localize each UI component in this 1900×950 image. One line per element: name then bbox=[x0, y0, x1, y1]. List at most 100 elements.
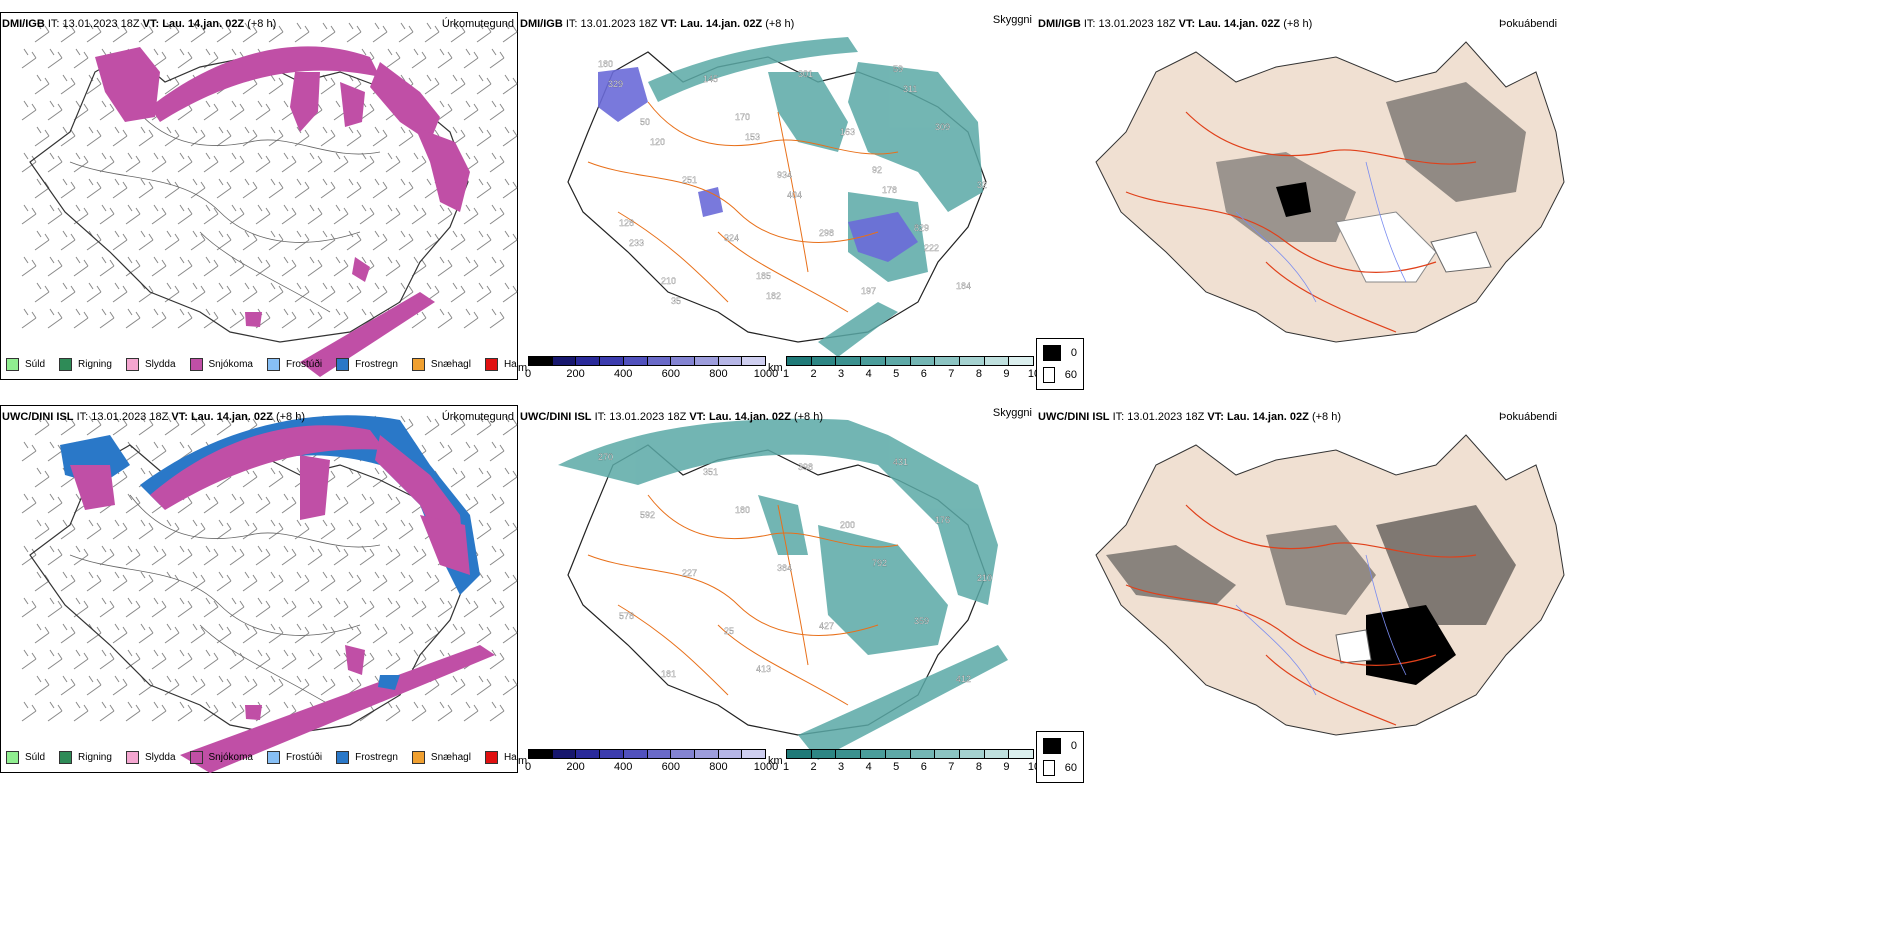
wind-barb bbox=[177, 597, 193, 618]
wind-barb bbox=[177, 649, 193, 670]
fog-colorbar-1: 0 60 bbox=[1036, 338, 1084, 390]
wind-barb bbox=[138, 415, 154, 436]
wind-barb bbox=[112, 178, 128, 199]
wind-barb bbox=[294, 230, 310, 251]
visibility-value: 163 bbox=[840, 127, 855, 137]
visibility-value: 351 bbox=[703, 467, 718, 477]
colorbar-cell bbox=[861, 750, 886, 758]
colorbar-cells bbox=[528, 356, 766, 366]
wind-barb bbox=[203, 493, 219, 514]
wind-barb bbox=[398, 519, 414, 540]
colorbar-cell bbox=[694, 357, 719, 365]
wind-barb bbox=[489, 152, 505, 173]
colorbar-tick: 1000 bbox=[753, 368, 779, 380]
wind-barb bbox=[489, 493, 505, 514]
vis-title: Skyggni bbox=[992, 407, 1032, 419]
wind-barb bbox=[99, 152, 115, 173]
wind-barb bbox=[242, 519, 258, 540]
wind-barb bbox=[190, 22, 206, 43]
wind-barb bbox=[502, 571, 518, 592]
colorbar-tick: 1000 bbox=[753, 761, 779, 773]
wind-barb bbox=[229, 701, 245, 722]
legend-label: Haglél bbox=[503, 359, 518, 370]
wind-barb bbox=[112, 623, 128, 644]
wind-barb bbox=[320, 282, 336, 303]
wind-barb bbox=[333, 256, 349, 277]
wind-barb bbox=[385, 701, 401, 722]
colorbar-tick: 600 bbox=[661, 368, 680, 380]
wind-barb bbox=[21, 308, 37, 329]
visibility-value: 153 bbox=[745, 132, 760, 142]
wind-barb bbox=[385, 48, 401, 69]
wind-barb bbox=[138, 178, 154, 199]
wind-barb bbox=[86, 675, 102, 696]
precip-title: Úrkomutegund bbox=[441, 411, 514, 423]
wind-barb bbox=[190, 571, 206, 592]
wind-barb bbox=[177, 308, 193, 329]
wind-barb bbox=[268, 22, 284, 43]
wind-barb bbox=[216, 22, 232, 43]
visibility-value: 176 bbox=[935, 515, 950, 525]
wind-barb bbox=[190, 230, 206, 251]
wind-barb bbox=[125, 649, 141, 670]
wind-barb bbox=[502, 22, 518, 43]
wind-barb bbox=[489, 100, 505, 121]
wind-barb bbox=[502, 519, 518, 540]
fog-scale-swatch bbox=[1043, 367, 1055, 383]
wind-barb bbox=[47, 493, 63, 514]
colorbar-cell bbox=[576, 357, 601, 365]
legend-swatch bbox=[59, 358, 73, 371]
wind-barb bbox=[151, 649, 167, 670]
vis-unit-2: km bbox=[768, 755, 783, 767]
low-visibility-areas bbox=[558, 418, 1008, 760]
wind-barb bbox=[333, 597, 349, 618]
colorbar-cell bbox=[647, 750, 672, 758]
colorbar-tick: 400 bbox=[614, 761, 633, 773]
wind-barb bbox=[112, 230, 128, 251]
legend-item: Frostregn bbox=[336, 358, 398, 371]
wind-barb bbox=[463, 256, 479, 277]
panel-header: UWC/DINI ISL IT: 13.01.2023 18Z VT: Lau.… bbox=[1038, 411, 1341, 423]
visibility-value: 359 bbox=[914, 616, 929, 626]
wind-barb bbox=[320, 126, 336, 147]
visibility-value: 412 bbox=[956, 674, 971, 684]
wind-barb bbox=[489, 204, 505, 225]
wind-barb bbox=[255, 597, 271, 618]
wind-barb bbox=[203, 545, 219, 566]
wind-barb bbox=[333, 308, 349, 329]
wind-barb bbox=[268, 623, 284, 644]
wind-barb bbox=[502, 415, 518, 436]
panel-header: DMI/IGB IT: 13.01.2023 18Z VT: Lau. 14.j… bbox=[1038, 18, 1313, 30]
colorbar-cell bbox=[600, 357, 624, 365]
wind-barb bbox=[47, 100, 63, 121]
legend-swatch bbox=[6, 358, 19, 371]
precip-title: Úrkomutegund bbox=[441, 18, 514, 30]
panel-header: UWC/DINI ISL IT: 13.01.2023 18Z VT: Lau.… bbox=[2, 411, 305, 423]
wind-barb bbox=[112, 22, 128, 43]
wind-barb bbox=[164, 282, 180, 303]
wind-barb bbox=[398, 22, 414, 43]
colorbar-cell bbox=[623, 357, 648, 365]
wind-barb bbox=[34, 675, 50, 696]
wind-barb bbox=[60, 519, 76, 540]
wind-barb bbox=[294, 623, 310, 644]
wind-barb bbox=[86, 74, 102, 95]
wind-barb bbox=[21, 649, 37, 670]
visibility-value: 298 bbox=[819, 228, 834, 238]
wind-barb bbox=[34, 467, 50, 488]
wind-barb bbox=[34, 178, 50, 199]
wind-barb bbox=[489, 597, 505, 618]
wind-barb bbox=[268, 519, 284, 540]
wind-barb bbox=[320, 178, 336, 199]
wind-barb bbox=[502, 74, 518, 95]
colorbar-cell bbox=[671, 750, 695, 758]
wind-barb bbox=[333, 204, 349, 225]
wind-barb bbox=[268, 675, 284, 696]
visibility-value: 413 bbox=[756, 664, 771, 674]
visibility-panel-1: 180 170 92 128 185 59 50 934 829 210 301 309 251 298 1… bbox=[518, 12, 1036, 380]
wind-barb bbox=[216, 675, 232, 696]
legend-swatch bbox=[411, 358, 425, 371]
colorbar-tick: 200 bbox=[566, 761, 585, 773]
colorbar-tick: 8 bbox=[975, 761, 982, 773]
wind-barb bbox=[99, 100, 115, 121]
